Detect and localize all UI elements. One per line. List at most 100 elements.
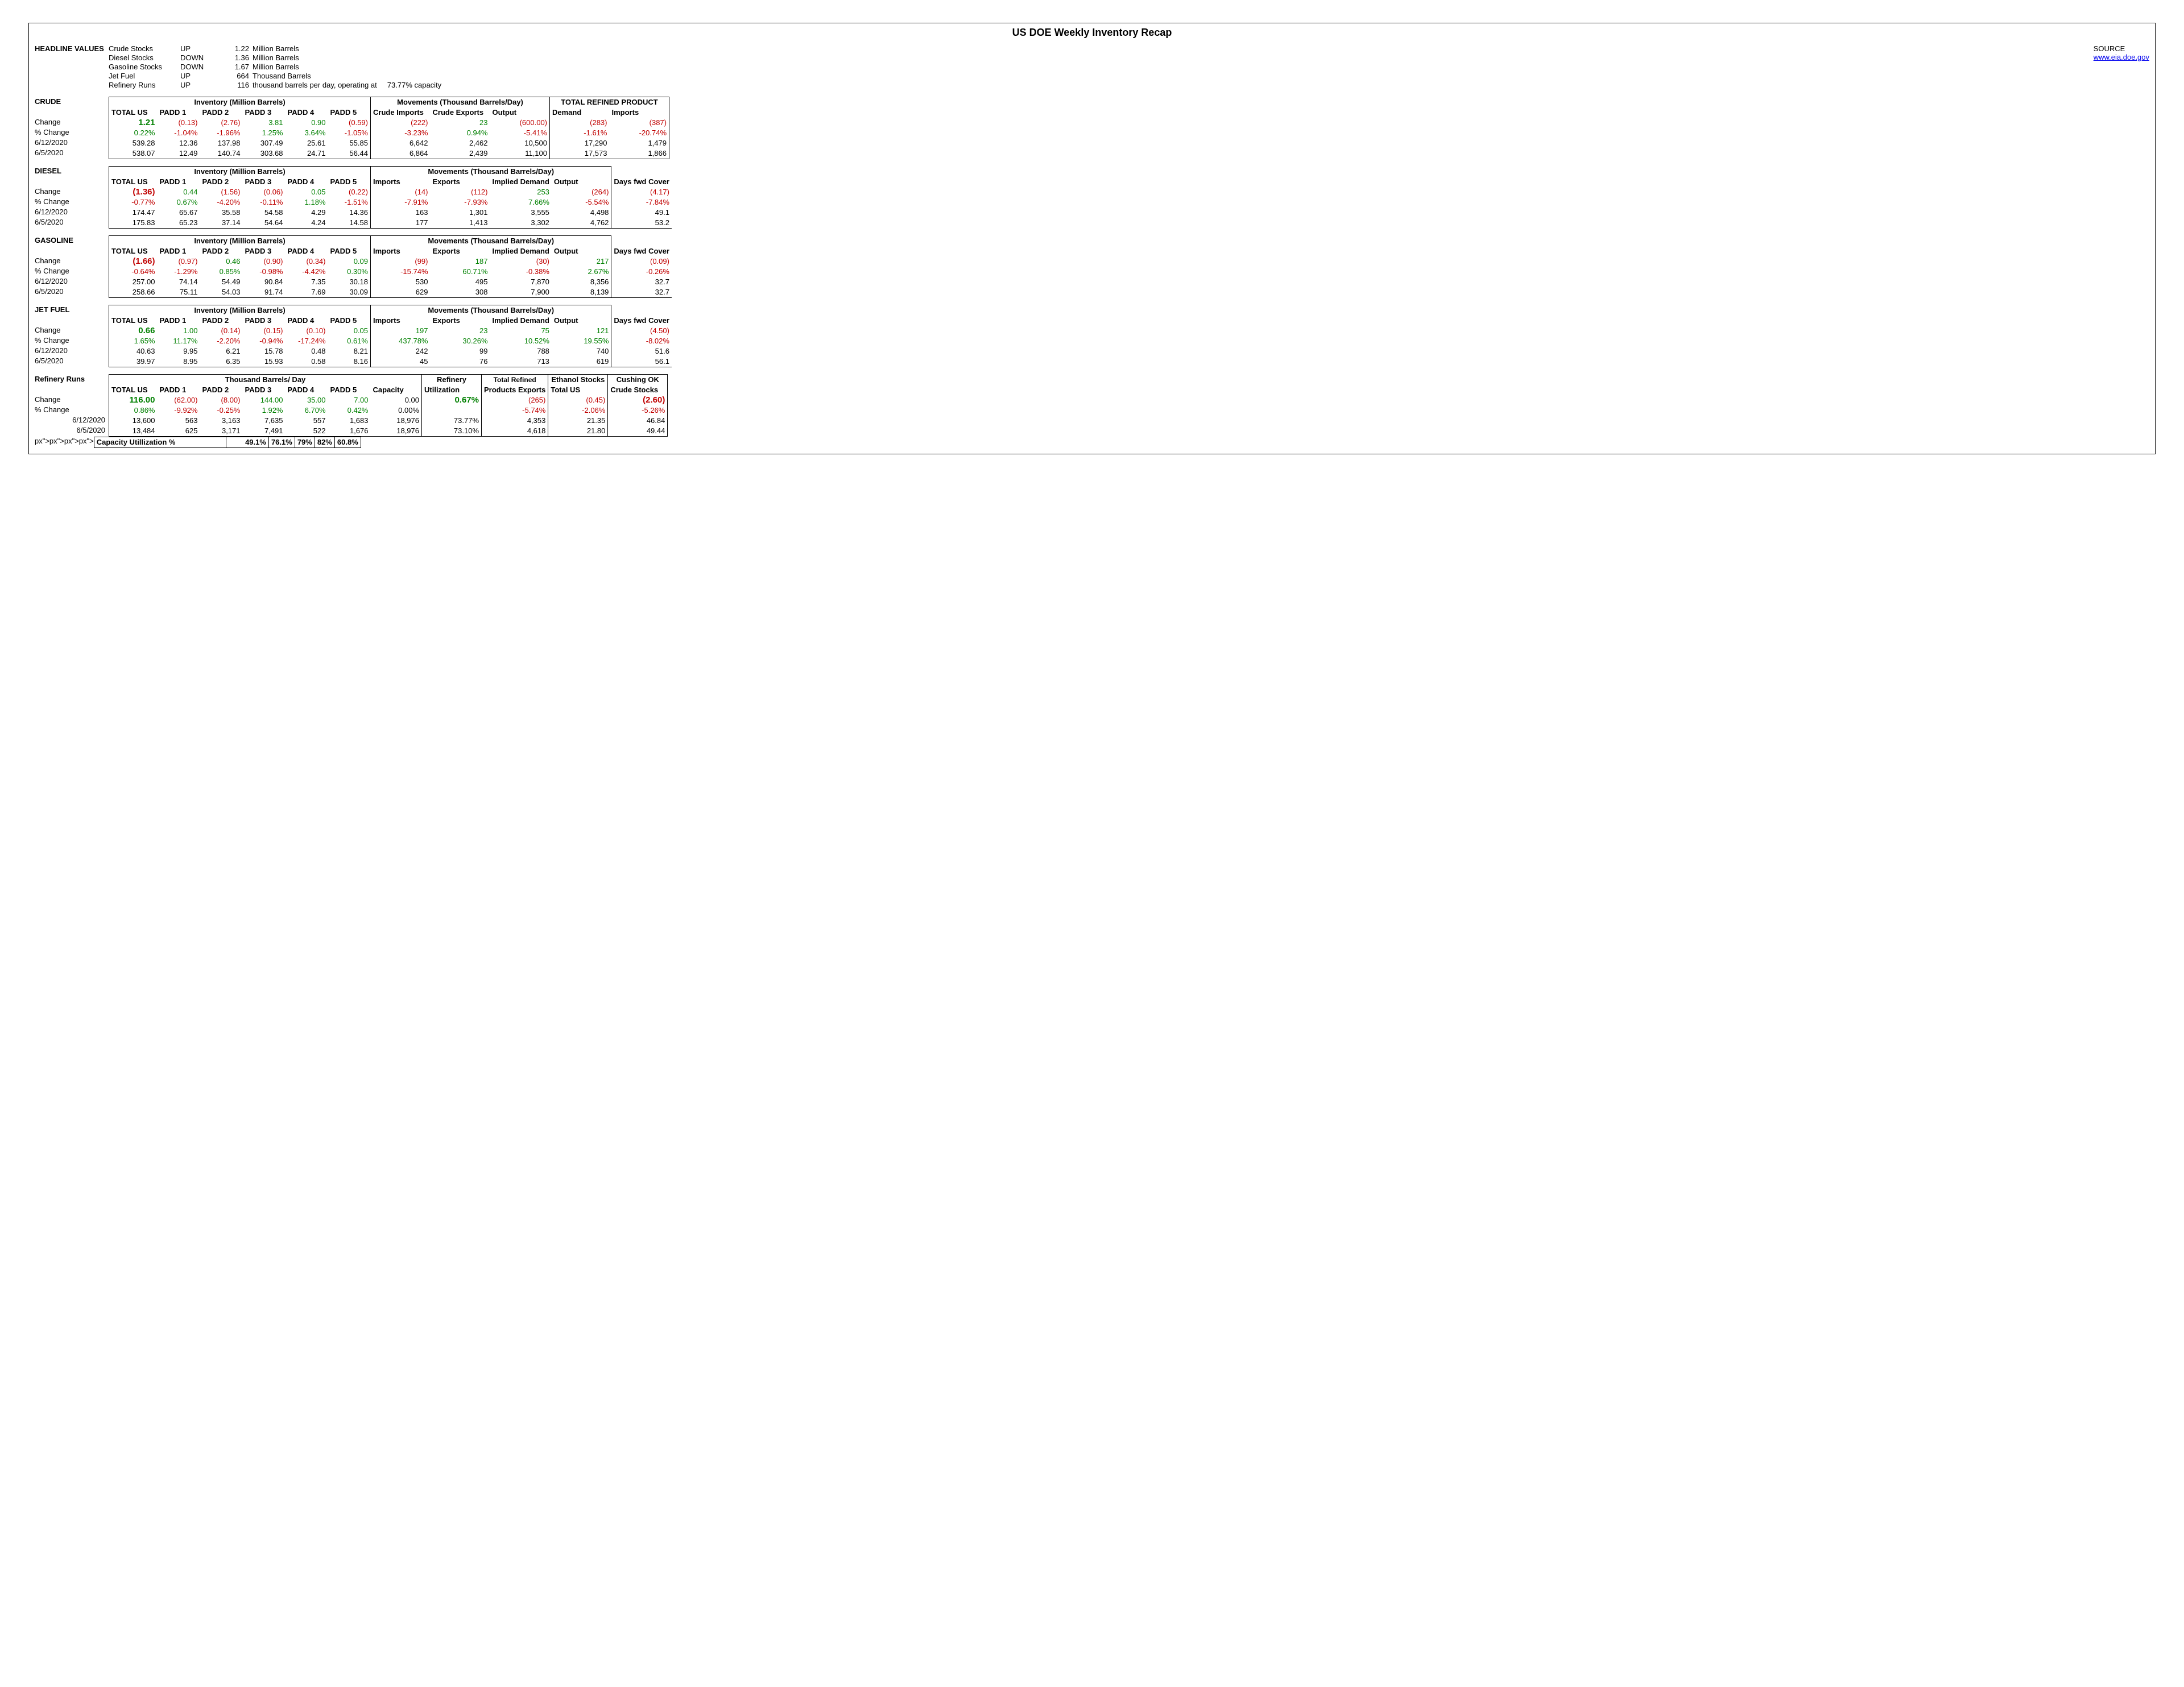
hv-amt: 664 xyxy=(218,72,253,81)
col-header: Capacity xyxy=(371,385,422,395)
cell: -4.20% xyxy=(200,197,243,208)
cell: (0.97) xyxy=(158,256,200,267)
cell: 258.66 xyxy=(109,287,158,298)
hv-unit: Thousand Barrels xyxy=(253,72,445,81)
cell: 73.77% xyxy=(422,416,482,426)
cell: 175.83 xyxy=(109,218,158,229)
cell: 0.42% xyxy=(328,405,371,416)
col-header: Imports xyxy=(371,316,431,326)
cell: 39.97 xyxy=(109,357,158,367)
cell: 0.58 xyxy=(286,357,328,367)
cell: (4.50) xyxy=(611,326,672,336)
cell: 1,301 xyxy=(431,208,490,218)
cell: 197 xyxy=(371,326,431,336)
cell: 74.14 xyxy=(158,277,200,287)
headline-label: HEADLINE VALUES xyxy=(35,44,109,90)
cell: -1.29% xyxy=(158,267,200,277)
col-header: PADD 3 xyxy=(243,246,286,256)
cell: 4,618 xyxy=(482,426,548,437)
cell: 19.55% xyxy=(552,336,611,346)
caputil-cell: 60.8% xyxy=(334,437,361,448)
caputil-label: Capacity Utillization % xyxy=(94,437,177,448)
cell: 15.78 xyxy=(243,346,286,357)
col-header: Output xyxy=(552,246,611,256)
cell: 49.1 xyxy=(611,208,672,218)
cell: 21.80 xyxy=(548,426,608,437)
report-page: US DOE Weekly Inventory Recap HEADLINE V… xyxy=(28,23,2156,454)
cell: 3,555 xyxy=(490,208,552,218)
cell: -0.77% xyxy=(109,197,158,208)
lbl-d1: 6/12/2020 xyxy=(35,138,109,148)
cell: 0.66 xyxy=(109,326,158,336)
cell: 0.85% xyxy=(200,267,243,277)
cell: 1.25% xyxy=(243,128,286,138)
lbl-d1: 6/12/2020 xyxy=(35,415,109,425)
source-label: SOURCE xyxy=(2094,44,2149,53)
cell: 522 xyxy=(286,426,328,437)
mov-header: Movements (Thousand Barrels/Day) xyxy=(371,305,611,316)
hv-name: Refinery Runs xyxy=(109,81,180,90)
col-header: Demand xyxy=(550,107,610,118)
source-link[interactable]: www.eia.doe.gov xyxy=(2094,53,2149,61)
cell: 563 xyxy=(158,416,200,426)
caputil-cell: 76.1% xyxy=(268,437,295,448)
cell: 3,171 xyxy=(200,426,243,437)
cell: 90.84 xyxy=(243,277,286,287)
cell: -7.84% xyxy=(611,197,672,208)
row-labels: JET FUEL Change % Change 6/12/2020 6/5/2… xyxy=(35,305,109,367)
cell: 0.09 xyxy=(328,256,371,267)
cell: 303.68 xyxy=(243,148,286,159)
lbl-change: Change xyxy=(35,395,109,405)
cell: -0.64% xyxy=(109,267,158,277)
col-header: Output xyxy=(490,107,550,118)
hv-unit: Million Barrels xyxy=(253,44,445,53)
col-header: Days fwd Cover xyxy=(611,177,672,187)
cell: 1.92% xyxy=(243,405,286,416)
cell: (0.15) xyxy=(243,326,286,336)
col-header: TOTAL US xyxy=(109,316,158,326)
cell: 11.17% xyxy=(158,336,200,346)
inv-header: Inventory (Million Barrels) xyxy=(109,236,371,247)
cell: 6.21 xyxy=(200,346,243,357)
row-labels: Refinery Runs Change % Change 6/12/2020 … xyxy=(35,374,109,437)
cell: 144.00 xyxy=(243,395,286,405)
cell: -9.92% xyxy=(158,405,200,416)
cell: (0.34) xyxy=(286,256,328,267)
cell: 8,356 xyxy=(552,277,611,287)
cell: 75 xyxy=(490,326,552,336)
cell: 1.00 xyxy=(158,326,200,336)
col-header: TOTAL US xyxy=(109,107,158,118)
cell: 14.58 xyxy=(328,218,371,229)
cell: 7.00 xyxy=(328,395,371,405)
cell: 0.44 xyxy=(158,187,200,197)
cell: 140.74 xyxy=(200,148,243,159)
cell: 495 xyxy=(431,277,490,287)
cell: (600.00) xyxy=(490,118,550,128)
cell: 15.93 xyxy=(243,357,286,367)
cell: 56.44 xyxy=(328,148,371,159)
cell: 17,290 xyxy=(550,138,610,148)
cell: 9.95 xyxy=(158,346,200,357)
cell: 30.18 xyxy=(328,277,371,287)
row-labels: GASOLINE Change % Change 6/12/2020 6/5/2… xyxy=(35,235,109,298)
cell: 2,462 xyxy=(431,138,490,148)
cell: 177 xyxy=(371,218,431,229)
inv-header: Inventory (Million Barrels) xyxy=(109,305,371,316)
cell: 0.46 xyxy=(200,256,243,267)
col-header: Exports xyxy=(431,316,490,326)
cell: 0.61% xyxy=(328,336,371,346)
row-labels: DIESEL Change % Change 6/12/2020 6/5/202… xyxy=(35,166,109,229)
cell: 4,498 xyxy=(552,208,611,218)
cell: 37.14 xyxy=(200,218,243,229)
cell: 1,676 xyxy=(328,426,371,437)
col-header: PADD 5 xyxy=(328,246,371,256)
cell: 12.49 xyxy=(158,148,200,159)
cell: (1.56) xyxy=(200,187,243,197)
cell: (0.59) xyxy=(328,118,371,128)
cell: (99) xyxy=(371,256,431,267)
lbl-pct: % Change xyxy=(35,197,109,207)
cell: -1.96% xyxy=(200,128,243,138)
lbl-change: Change xyxy=(35,117,109,127)
cell: 539.28 xyxy=(109,138,158,148)
col-header: Exports xyxy=(431,246,490,256)
